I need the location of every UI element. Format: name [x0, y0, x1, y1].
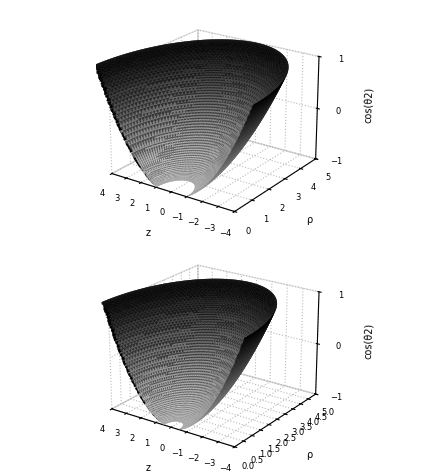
Y-axis label: ρ: ρ — [306, 450, 312, 460]
X-axis label: z: z — [145, 463, 151, 472]
Y-axis label: ρ: ρ — [306, 215, 312, 225]
X-axis label: z: z — [145, 228, 151, 237]
